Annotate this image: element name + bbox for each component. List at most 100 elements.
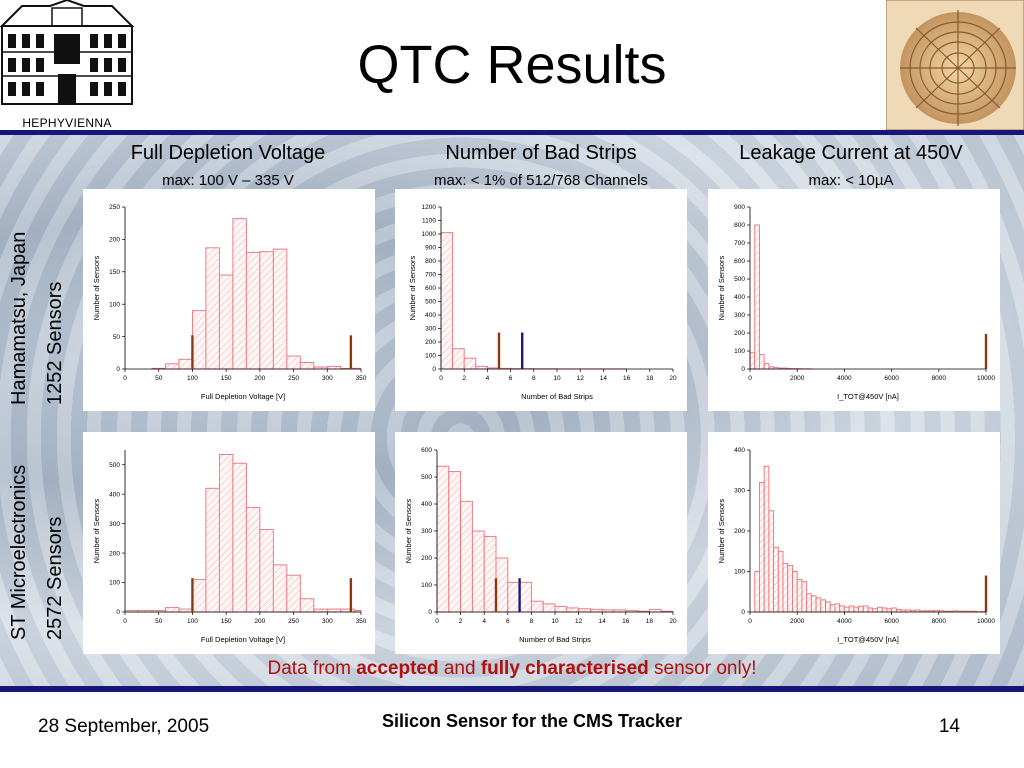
histogram-bar xyxy=(218,274,234,370)
chart-hamamatsu-bad-strips: 0 2 4 6 8 10 12 14 16 18 2001002003004005006007008… xyxy=(395,189,687,411)
x-tick-label: 4000 xyxy=(837,375,852,382)
y-axis-label: Number of Sensors xyxy=(404,498,413,563)
x-tick-label: 18 xyxy=(646,618,654,625)
histogram-bar xyxy=(475,365,488,370)
histogram-bar xyxy=(205,487,220,613)
y-tick-label: 100 xyxy=(425,353,436,360)
y-tick-label: 500 xyxy=(734,276,745,283)
histogram-bar xyxy=(891,607,897,613)
histogram-bar xyxy=(820,599,826,613)
x-tick-label: 12 xyxy=(577,375,585,382)
histogram-bar xyxy=(286,355,301,370)
histogram-bar xyxy=(796,579,803,613)
histogram-bar xyxy=(205,247,220,370)
y-axis-label: Number of Sensors xyxy=(717,498,726,563)
histogram-bar xyxy=(829,604,836,613)
column-subtitle-leakage: max: < 10µA xyxy=(808,172,894,189)
y-tick-label: 100 xyxy=(421,582,432,589)
x-tick-label: 16 xyxy=(622,618,630,625)
page-number: 14 xyxy=(938,716,960,737)
histogram-bar xyxy=(754,571,760,613)
footer-divider xyxy=(0,686,1024,692)
histogram-bar xyxy=(886,608,893,613)
y-tick-label: 400 xyxy=(734,447,745,454)
histogram-bar xyxy=(881,607,888,613)
x-tick-label: 50 xyxy=(155,375,163,382)
limit-marker xyxy=(521,332,524,369)
x-tick-label: 8 xyxy=(532,375,536,382)
y-tick-label: 300 xyxy=(734,488,745,495)
x-tick-label: 100 xyxy=(187,375,198,382)
histogram-bar xyxy=(867,607,874,613)
x-tick-label: 2 xyxy=(459,618,463,625)
column-subtitle-depletion: max: 100 V – 335 V xyxy=(162,172,294,189)
x-tick-label: 0 xyxy=(439,375,443,382)
histogram-bar xyxy=(448,471,462,613)
x-tick-label: 350 xyxy=(356,375,367,382)
x-tick-label: 10 xyxy=(553,375,561,382)
histogram-bar xyxy=(810,595,817,613)
histogram-bar xyxy=(452,348,465,370)
y-tick-label: 200 xyxy=(734,528,745,535)
histogram-bar xyxy=(232,218,247,370)
x-tick-label: 8 xyxy=(530,618,534,625)
histogram-bar xyxy=(259,251,274,370)
histogram-bar xyxy=(272,564,288,613)
x-tick-label: 50 xyxy=(155,618,163,625)
histogram-bar xyxy=(463,357,477,370)
y-tick-label: 300 xyxy=(109,521,120,528)
limit-marker xyxy=(497,332,501,369)
histogram-bar xyxy=(299,362,315,370)
y-tick-label: 200 xyxy=(425,339,436,346)
histogram-bar xyxy=(542,603,556,613)
note-characterised: fully characterised xyxy=(480,658,649,679)
row-label-st-name: ST Microelectronics xyxy=(8,464,30,640)
histogram-bar xyxy=(848,605,855,613)
histogram-bar xyxy=(299,598,315,613)
histogram-bar xyxy=(218,453,234,613)
x-axis-label: Full Depletion Voltage [V] xyxy=(201,635,285,644)
slide-title: QTC Results xyxy=(357,35,667,95)
x-tick-label: 200 xyxy=(254,618,265,625)
y-tick-label: 800 xyxy=(425,258,436,265)
note-accepted: accepted xyxy=(356,658,439,679)
y-tick-label: 300 xyxy=(425,326,436,333)
x-tick-label: 10000 xyxy=(977,618,995,625)
slide-footer xyxy=(0,686,1024,768)
x-tick-label: 14 xyxy=(599,618,607,625)
histogram-bar xyxy=(782,562,789,613)
y-tick-label: 250 xyxy=(109,204,120,211)
histogram-bar xyxy=(862,605,869,613)
x-tick-label: 6 xyxy=(506,618,510,625)
histogram-bar xyxy=(165,363,180,370)
histogram-bar xyxy=(340,608,355,613)
x-tick-label: 0 xyxy=(123,618,127,625)
x-tick-label: 4000 xyxy=(837,618,852,625)
limit-marker xyxy=(191,578,194,612)
y-tick-label: 200 xyxy=(421,555,432,562)
y-tick-label: 500 xyxy=(425,299,436,306)
x-tick-label: 16 xyxy=(623,375,631,382)
histogram-bar xyxy=(758,354,765,370)
y-tick-label: 100 xyxy=(109,301,120,308)
histogram-bar xyxy=(272,248,288,370)
histogram-bar xyxy=(436,465,450,613)
histogram-bar xyxy=(754,224,760,370)
chart-hamamatsu-leakage-current: 0 2000 4000 6000 8000 10000 0 100 200 300 400 500 60… xyxy=(708,189,1000,411)
y-tick-label: 50 xyxy=(113,334,121,341)
histogram-bar xyxy=(758,481,765,613)
y-tick-label: 0 xyxy=(116,366,120,373)
y-tick-label: 0 xyxy=(432,366,436,373)
x-tick-label: 100 xyxy=(187,618,198,625)
footer-title: Silicon Sensor for the CMS Tracker xyxy=(381,711,683,731)
histogram-bar xyxy=(326,608,342,613)
histogram-bar xyxy=(566,607,580,613)
limit-marker xyxy=(518,578,521,612)
histogram-bar xyxy=(519,581,532,613)
histogram-bar xyxy=(191,310,207,370)
x-tick-label: 6000 xyxy=(884,375,899,382)
histogram-bar xyxy=(245,251,261,370)
x-tick-label: 4 xyxy=(482,618,486,625)
limit-marker xyxy=(984,575,988,612)
row-label-st-count: 2572 Sensors xyxy=(44,516,66,640)
